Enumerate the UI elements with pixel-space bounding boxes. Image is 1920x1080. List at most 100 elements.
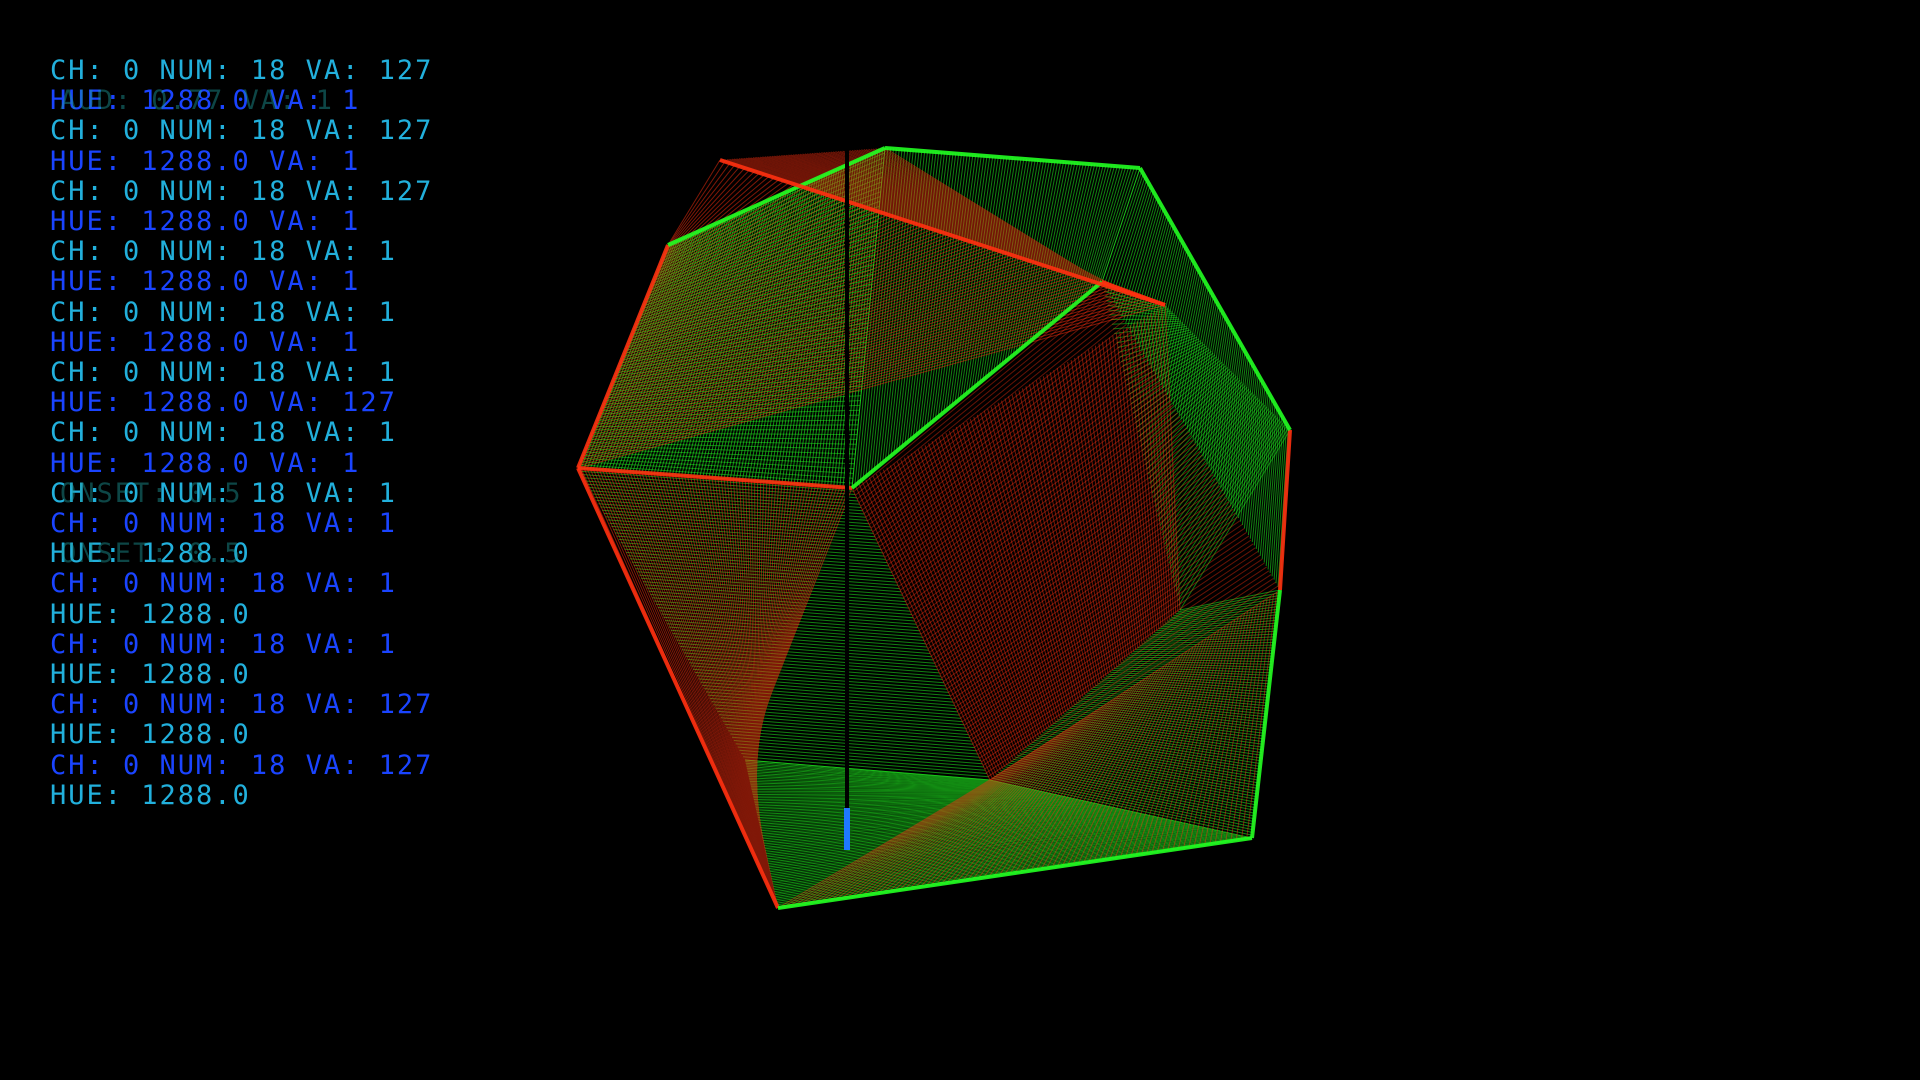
wire-strand bbox=[1018, 390, 1092, 690]
midi-log-line: HUE: 1288.0 VA: 1 bbox=[50, 447, 361, 479]
wire-strand bbox=[748, 157, 1155, 302]
wire-strand bbox=[980, 412, 1069, 711]
wire-strand bbox=[577, 304, 1166, 469]
wire-strand bbox=[765, 814, 1151, 851]
wire-strand bbox=[858, 483, 995, 777]
wire-strand bbox=[1137, 220, 1171, 344]
wire-strand bbox=[1082, 166, 1121, 299]
wire-strand bbox=[1095, 167, 1135, 287]
wire-strand bbox=[1070, 165, 1110, 308]
midi-log-line: HUE: 1288.0 bbox=[50, 719, 251, 751]
wire-strand bbox=[1124, 340, 1201, 377]
wire-strand bbox=[708, 198, 773, 478]
wire-strand bbox=[1172, 272, 1201, 406]
wire-strand bbox=[1156, 392, 1253, 512]
wire-strand bbox=[876, 149, 911, 468]
wire-strand bbox=[1120, 334, 1196, 363]
wire-strand bbox=[603, 390, 862, 405]
wire-strand bbox=[867, 316, 1123, 522]
wire-strand bbox=[835, 756, 1026, 900]
wire-strand bbox=[1267, 412, 1281, 570]
wire-strand bbox=[982, 574, 1272, 766]
wire-strand bbox=[914, 451, 1029, 747]
wire-strand bbox=[889, 366, 1152, 569]
wire-strand bbox=[887, 362, 1150, 565]
wire-strand bbox=[814, 152, 1130, 293]
wire-strand bbox=[592, 468, 777, 900]
wire-strand bbox=[681, 649, 938, 671]
wire-strand bbox=[1036, 737, 1259, 778]
wire-strand bbox=[856, 293, 1110, 500]
wire-strand bbox=[1171, 417, 1278, 578]
wire-strand bbox=[1156, 249, 1188, 378]
wire-strand bbox=[809, 153, 1131, 293]
wire-strand bbox=[1089, 690, 1267, 709]
wire-strand bbox=[1163, 611, 1278, 626]
wire-strand bbox=[1111, 182, 1149, 300]
wire-strand bbox=[823, 152, 1126, 291]
wire-strand bbox=[1196, 307, 1221, 447]
wire-strand bbox=[1149, 237, 1181, 365]
green-surface bbox=[989, 589, 1281, 839]
wire-strand bbox=[1158, 617, 1277, 630]
wire-strand bbox=[618, 238, 963, 367]
wire-strand bbox=[1158, 252, 1189, 382]
wire-strand bbox=[1061, 665, 1165, 867]
wire-strand bbox=[634, 273, 873, 329]
wire-strand bbox=[776, 834, 1238, 901]
wire-strand bbox=[1148, 630, 1276, 639]
wire-strand bbox=[611, 361, 865, 386]
wire-strand bbox=[749, 780, 1028, 789]
wire-strand bbox=[863, 149, 1111, 286]
wire-strand bbox=[1032, 741, 1259, 784]
wire-strand bbox=[606, 380, 863, 399]
wire-strand bbox=[1232, 360, 1251, 508]
wire-strand bbox=[1119, 331, 1154, 635]
wire-strand bbox=[769, 823, 1189, 873]
wire-strand bbox=[972, 551, 1259, 744]
midi-log-line: CH: 0 NUM: 18 VA: 1 bbox=[50, 568, 397, 600]
wire-strand bbox=[761, 808, 1122, 835]
wire-strand bbox=[1173, 597, 1280, 617]
midi-log-line: HUE: 1288.0 VA: 1 bbox=[50, 85, 361, 117]
wire-strand bbox=[1175, 422, 1284, 592]
wire-strand bbox=[1247, 383, 1264, 536]
wire-strand bbox=[1097, 683, 1268, 698]
wire-strand bbox=[1088, 655, 1181, 863]
wire-strand bbox=[1057, 719, 1263, 751]
wire-strand bbox=[609, 522, 879, 544]
wire-strand bbox=[1151, 385, 1246, 494]
wire-strand bbox=[1094, 345, 1139, 648]
wire-strand bbox=[821, 152, 1127, 292]
wire-strand bbox=[631, 217, 899, 335]
wire-strand bbox=[886, 358, 1147, 562]
red-surface bbox=[777, 589, 1281, 909]
wire-strand bbox=[1059, 717, 1263, 748]
wire-strand bbox=[1167, 606, 1279, 622]
wire-strand bbox=[1139, 641, 1275, 647]
wire-strand bbox=[994, 775, 1253, 833]
wire-strand bbox=[769, 822, 1186, 871]
wire-strand bbox=[893, 374, 1156, 576]
wire-strand bbox=[1146, 632, 1217, 854]
wire-strand bbox=[1209, 606, 1255, 845]
wire-strand bbox=[762, 809, 1127, 838]
wire-strand bbox=[1126, 343, 1205, 386]
wire-strand bbox=[1150, 313, 1173, 618]
wire-strand bbox=[1193, 613, 1246, 847]
wire-strand bbox=[1161, 401, 1262, 536]
wire-strand bbox=[1161, 306, 1179, 612]
wire-strand bbox=[938, 474, 1214, 671]
wire-strand bbox=[1125, 202, 1161, 324]
wire-strand bbox=[874, 331, 1132, 536]
wire-strand bbox=[1042, 732, 1260, 770]
wire-strand bbox=[764, 156, 1149, 300]
wire-strand bbox=[1234, 362, 1253, 512]
wire-strand bbox=[667, 159, 721, 246]
wire-strand bbox=[1152, 243, 1184, 372]
wire-strand bbox=[578, 302, 1161, 466]
wire-strand bbox=[641, 472, 771, 874]
wire-strand bbox=[774, 155, 1145, 298]
wire-strand bbox=[656, 473, 769, 866]
